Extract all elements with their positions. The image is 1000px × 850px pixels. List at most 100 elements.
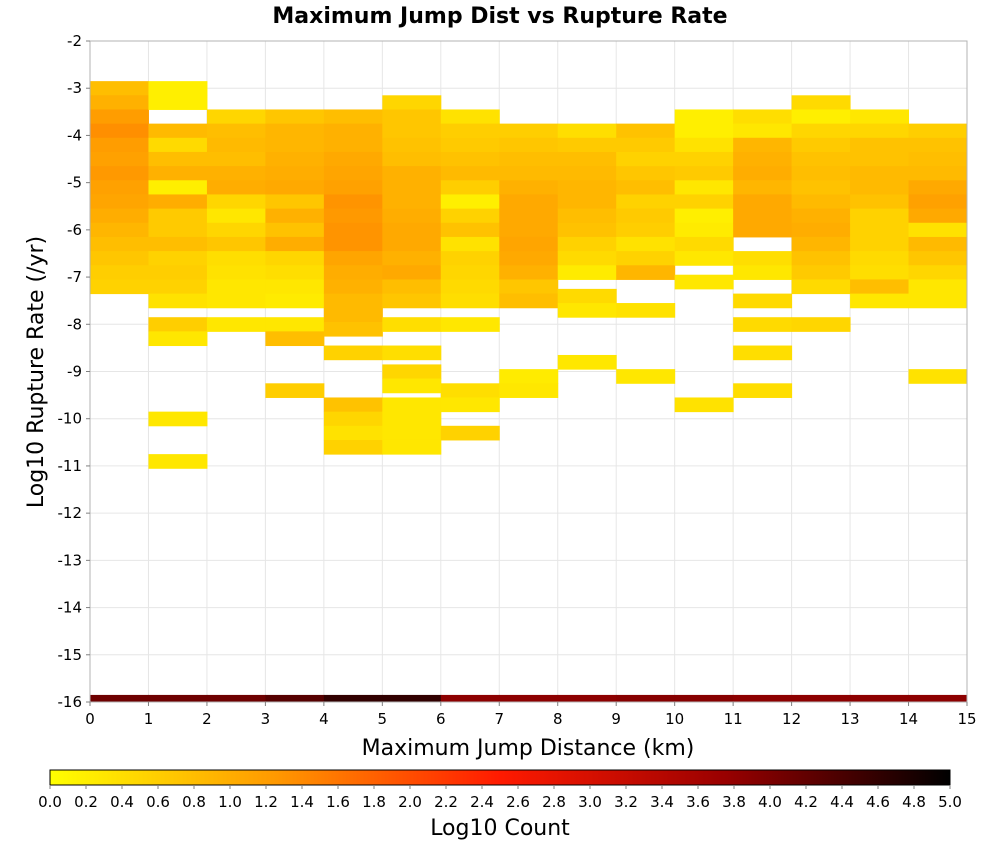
heatmap-cell	[557, 123, 617, 139]
heatmap-cell	[206, 317, 266, 332]
colorbar-tick-label: 2.4	[470, 793, 494, 811]
heatmap-cell	[90, 208, 149, 224]
x-axis-ticks: 0 1 2 3 4 5 6 7 8 9 10 11 12 13 14 15	[85, 702, 977, 728]
heatmap-cell	[206, 151, 266, 167]
heatmap-cell	[616, 137, 676, 153]
heatmap-cell	[440, 109, 500, 125]
heatmap-cell	[674, 397, 734, 413]
heatmap-cell	[206, 251, 266, 266]
y-tick-label: -15	[58, 646, 83, 664]
heatmap-cell	[148, 123, 208, 139]
heatmap-cell	[90, 265, 149, 280]
heatmap-cell	[674, 123, 734, 139]
x-tick-label: 14	[899, 710, 918, 728]
colorbar-tick-label: 4.6	[866, 793, 890, 811]
heatmap-cell	[382, 208, 442, 224]
heatmap-cell	[674, 137, 734, 153]
heatmap-cell	[265, 293, 325, 309]
heatmap-cell	[323, 307, 383, 323]
heatmap-cell	[557, 288, 617, 304]
y-tick-label: -10	[58, 410, 83, 428]
heatmap-cell	[148, 293, 208, 309]
heatmap-cell	[382, 180, 442, 195]
heatmap-cell	[791, 123, 851, 139]
heatmap-cell	[791, 137, 851, 153]
heatmap-cell	[265, 317, 325, 332]
x-tick-label: 12	[782, 710, 801, 728]
heatmap-cell	[206, 279, 266, 295]
heatmap-cell	[908, 251, 968, 266]
heatmap-cell	[265, 331, 325, 347]
colorbar-ticks: 0.0 0.2 0.4 0.6 0.8 1.0 1.2 1.4 1.6 1.8 2.0 2.2 2.4 2…	[38, 785, 962, 811]
heatmap-cell	[440, 397, 500, 413]
heatmap-cell	[90, 194, 149, 210]
heatmap-cell	[206, 293, 266, 309]
heatmap-cell	[908, 293, 968, 309]
x-tick-label: 15	[957, 710, 976, 728]
heatmap-cell	[323, 208, 383, 224]
heatmap-cell-bottom	[733, 694, 793, 702]
heatmap-cell	[908, 369, 968, 384]
heatmap-cell	[90, 95, 149, 110]
heatmap-cell	[440, 317, 500, 332]
heatmap-cell	[323, 236, 383, 252]
y-tick-label: -6	[67, 221, 82, 239]
heatmap-cell	[323, 194, 383, 210]
heatmap-cell	[323, 293, 383, 309]
heatmap-cell	[323, 321, 383, 337]
heatmap-cell	[90, 236, 149, 252]
heatmap-cell	[90, 123, 149, 139]
heatmap-cell	[382, 345, 442, 361]
heatmap-cell	[382, 378, 442, 394]
heatmap-cell	[323, 251, 383, 266]
heatmap-cell	[674, 194, 734, 210]
heatmap-cell	[440, 265, 500, 280]
heatmap-cell	[674, 151, 734, 167]
heatmap-cell	[733, 151, 793, 167]
colorbar-tick-label: 4.2	[794, 793, 818, 811]
heatmap-cell	[908, 166, 968, 181]
colorbar-tick-label: 2.6	[506, 793, 530, 811]
heatmap-cell	[499, 293, 559, 309]
y-tick-label: -2	[67, 32, 82, 50]
heatmap-cell	[499, 251, 559, 266]
heatmap-cell	[148, 222, 208, 238]
heatmap-cell-bottom	[382, 694, 442, 702]
heatmap-cell	[382, 222, 442, 238]
heatmap-cell	[733, 109, 793, 125]
heatmap-cell	[850, 265, 910, 280]
heatmap-cell	[265, 166, 325, 181]
heatmap-cell-bottom	[850, 694, 910, 702]
heatmap-cell	[616, 151, 676, 167]
colorbar-tick-label: 0.8	[182, 793, 206, 811]
heatmap-cell	[265, 265, 325, 280]
heatmap-cell	[90, 251, 149, 266]
heatmap-cell	[499, 137, 559, 153]
colorbar-tick-label: 1.4	[290, 793, 314, 811]
y-tick-label: -4	[67, 126, 82, 144]
heatmap-cell	[616, 303, 676, 318]
heatmap-cell	[733, 222, 793, 238]
heatmap-cell	[440, 222, 500, 238]
heatmap-cell	[440, 383, 500, 398]
heatmap-cell	[557, 265, 617, 280]
heatmap-cell	[148, 137, 208, 153]
heatmap-cell	[206, 109, 266, 125]
heatmap-cell	[733, 137, 793, 153]
heatmap-cell	[850, 166, 910, 181]
heatmap-cell	[908, 180, 968, 195]
x-tick-label: 10	[665, 710, 684, 728]
heatmap-cell	[206, 137, 266, 153]
x-tick-label: 7	[494, 710, 504, 728]
heatmap-cell	[850, 208, 910, 224]
heatmap-cell	[440, 123, 500, 139]
heatmap-cell	[148, 265, 208, 280]
heatmap-cell	[616, 180, 676, 195]
heatmap-cell	[323, 123, 383, 139]
heatmap-cell	[791, 222, 851, 238]
heatmap-cell	[791, 265, 851, 280]
heatmap-cell	[791, 151, 851, 167]
heatmap-cell	[791, 208, 851, 224]
heatmap-cell	[733, 265, 793, 280]
